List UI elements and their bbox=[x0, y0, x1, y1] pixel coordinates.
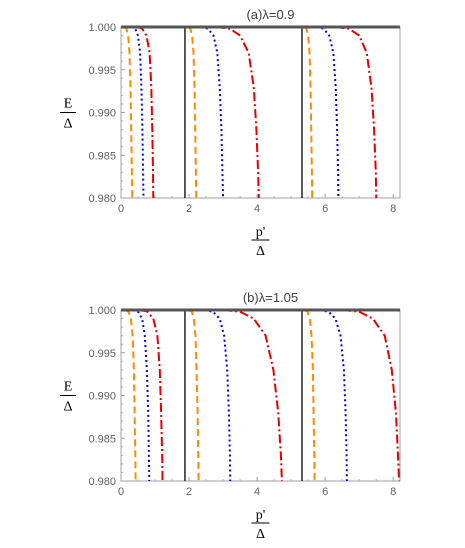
x-tick-label: 0 bbox=[118, 203, 124, 215]
x-axis-label-denominator: Δ bbox=[256, 244, 265, 259]
x-tick-label: 8 bbox=[390, 203, 396, 215]
series-curve bbox=[223, 309, 283, 482]
x-axis-label-numerator: p' bbox=[256, 225, 266, 240]
series-curve bbox=[130, 26, 145, 199]
y-tick-label: 1.000 bbox=[88, 22, 116, 34]
x-axis-label-denominator: Δ bbox=[256, 527, 265, 542]
series-curve bbox=[303, 26, 314, 199]
series-curve bbox=[342, 309, 400, 482]
x-tick-label: 2 bbox=[186, 486, 192, 498]
x-tick-label: 6 bbox=[322, 203, 328, 215]
x-tick-label: 0 bbox=[118, 486, 124, 498]
plot-frame bbox=[120, 26, 401, 199]
series-curve bbox=[319, 309, 348, 482]
y-tick-label: 0.995 bbox=[88, 348, 116, 360]
y-tick-label: 1.000 bbox=[88, 305, 116, 317]
series-curve bbox=[304, 309, 316, 482]
panel-title: (a)λ=0.9 bbox=[246, 7, 294, 22]
series-curve bbox=[188, 309, 200, 482]
series-curve bbox=[124, 309, 137, 482]
x-tick-label: 2 bbox=[186, 203, 192, 215]
x-axis-label-numerator: p' bbox=[256, 508, 266, 523]
y-tick-label: 0.995 bbox=[88, 65, 116, 77]
y-tick-label: 0.985 bbox=[88, 433, 116, 445]
series-curve bbox=[335, 26, 378, 199]
panel-title: (b)λ=1.05 bbox=[243, 290, 298, 305]
x-tick-label: 4 bbox=[254, 203, 260, 215]
series-curve bbox=[136, 26, 155, 199]
y-tick-label: 0.990 bbox=[88, 108, 116, 120]
series-curve bbox=[123, 26, 134, 199]
series-curve bbox=[200, 26, 225, 199]
series-curve bbox=[139, 309, 164, 482]
y-tick-label: 0.980 bbox=[88, 476, 116, 488]
chart-panel-b: (b)λ=1.05 0.980 0.985 0.990 0.995 1.000 0 2 4 6 8 E… bbox=[60, 290, 401, 542]
x-tick-label: 4 bbox=[254, 486, 260, 498]
y-axis-label-denominator: Δ bbox=[63, 400, 72, 415]
series-curve bbox=[316, 26, 340, 199]
x-tick-label: 8 bbox=[390, 486, 396, 498]
y-axis-label-denominator: Δ bbox=[63, 117, 72, 132]
y-tick-label: 0.985 bbox=[88, 150, 116, 162]
y-tick-label: 0.980 bbox=[88, 193, 116, 205]
y-axis-label-numerator: E bbox=[64, 380, 73, 395]
x-tick-label: 6 bbox=[322, 486, 328, 498]
series-curve bbox=[132, 309, 151, 482]
y-tick-label: 0.990 bbox=[88, 391, 116, 403]
series-curve bbox=[216, 26, 260, 199]
y-axis-label-numerator: E bbox=[64, 97, 73, 112]
series-curve bbox=[204, 309, 232, 482]
series-curve bbox=[187, 26, 198, 199]
